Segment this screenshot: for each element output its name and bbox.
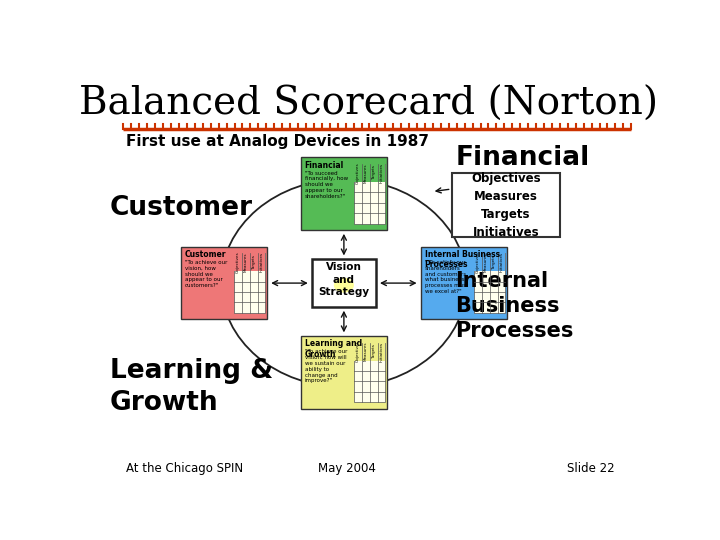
Text: Initiatives: Initiatives xyxy=(260,252,264,272)
Text: Measures: Measures xyxy=(484,253,488,272)
Text: Customer: Customer xyxy=(109,195,253,221)
Text: May 2004: May 2004 xyxy=(318,462,376,475)
Text: Financial: Financial xyxy=(456,145,590,171)
Text: Targets: Targets xyxy=(372,344,376,359)
Text: Initiatives: Initiatives xyxy=(379,342,384,362)
Text: Balanced Scorecard (Norton): Balanced Scorecard (Norton) xyxy=(79,86,659,123)
Text: Slide 22: Slide 22 xyxy=(567,462,615,475)
Bar xyxy=(354,343,385,402)
Text: Learning &
Growth: Learning & Growth xyxy=(109,358,273,416)
Bar xyxy=(301,336,387,409)
Text: Objectives: Objectives xyxy=(356,162,360,184)
Text: Measures: Measures xyxy=(244,253,248,272)
Text: Initiatives: Initiatives xyxy=(500,252,503,272)
Text: Objectives
Measures
Targets
Initiatives: Objectives Measures Targets Initiatives xyxy=(471,172,541,239)
Text: Internal Business
Processes: Internal Business Processes xyxy=(425,250,500,269)
Bar xyxy=(420,247,507,320)
Text: Customer: Customer xyxy=(184,250,226,259)
Text: Objectives: Objectives xyxy=(476,252,480,273)
Bar xyxy=(354,343,385,361)
Circle shape xyxy=(334,278,354,293)
Text: Learning and
Growth: Learning and Growth xyxy=(305,340,361,359)
Bar xyxy=(474,253,505,313)
Text: Measures: Measures xyxy=(364,342,368,361)
Bar xyxy=(234,253,266,271)
Text: Targets: Targets xyxy=(372,165,376,180)
Bar xyxy=(451,173,560,238)
Text: " To satisfy our
shareholders
and customers,
what business
processes must
we exc: " To satisfy our shareholders and custom… xyxy=(425,260,468,294)
Text: Targets: Targets xyxy=(252,255,256,269)
Bar xyxy=(354,164,385,182)
Text: Targets: Targets xyxy=(492,255,496,269)
Text: Objectives: Objectives xyxy=(356,341,360,362)
Text: Initiatives: Initiatives xyxy=(379,163,384,183)
Text: "To achieve our
vision, how
should we
appear to our
customers?": "To achieve our vision, how should we ap… xyxy=(184,260,227,288)
Bar xyxy=(181,247,267,320)
Bar xyxy=(301,157,387,230)
Text: At the Chicago SPIN: At the Chicago SPIN xyxy=(126,462,243,475)
Text: Internal
Business
Processes: Internal Business Processes xyxy=(456,271,574,341)
Text: Vision
and
Strategy: Vision and Strategy xyxy=(318,262,369,297)
Text: First use at Analog Devices in 1987: First use at Analog Devices in 1987 xyxy=(126,134,429,149)
Text: Objectives: Objectives xyxy=(236,252,240,273)
Text: "To succeed
financially, how
should we
appear to our
shareholders?": "To succeed financially, how should we a… xyxy=(305,171,348,199)
Bar xyxy=(354,164,385,224)
Bar xyxy=(234,253,266,313)
Bar xyxy=(312,259,376,307)
Text: "To achieve our
vision, how will
we sustain our
ability to
change and
improve?": "To achieve our vision, how will we sust… xyxy=(305,349,347,383)
Text: Measures: Measures xyxy=(364,163,368,183)
Bar xyxy=(474,253,505,271)
Text: Financial: Financial xyxy=(305,160,344,170)
